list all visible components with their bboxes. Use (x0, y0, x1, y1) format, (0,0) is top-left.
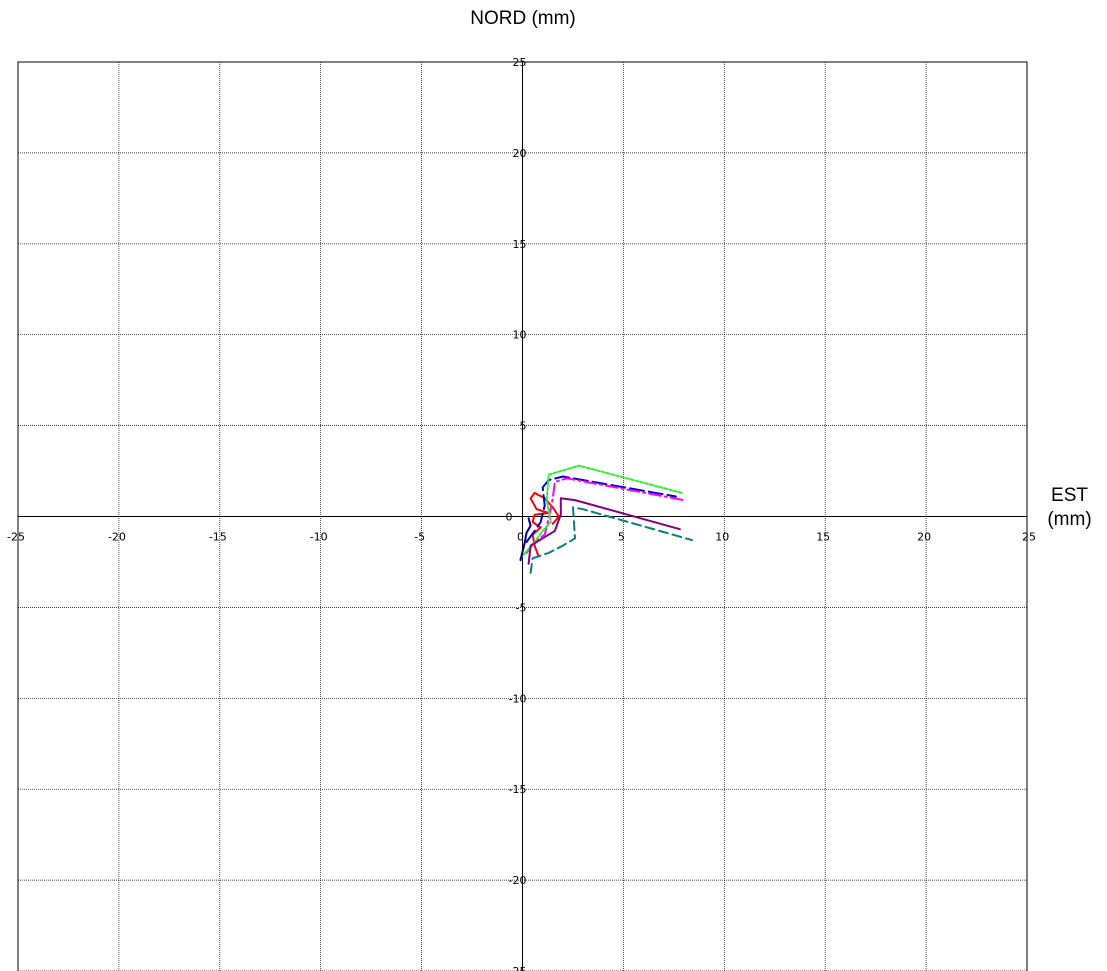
y-tick-label: -20 (509, 874, 527, 887)
y-tick-label: 25 (513, 56, 527, 69)
series-line-5 (527, 497, 681, 565)
y-tick-label: 20 (513, 147, 527, 160)
y-tick-label: -25 (509, 965, 527, 971)
x-tick-label: -10 (310, 531, 328, 544)
x-tick-label: 5 (618, 531, 625, 544)
y-axis-title: NORD (mm) (470, 8, 576, 29)
series-line-2 (525, 475, 677, 543)
y-tick-label: -5 (516, 601, 527, 614)
series-group (519, 464, 693, 574)
x-tick-label: -20 (108, 531, 126, 544)
x-axis-title-line-2: (mm) (1047, 509, 1092, 530)
x-tick-label: -5 (414, 531, 425, 544)
axes (17, 61, 1028, 971)
x-tick-label: 0 (517, 531, 524, 544)
y-tick-label: -15 (509, 783, 527, 796)
x-axis-title-line-1: EST (1051, 485, 1088, 506)
y-tick-label: 15 (513, 238, 527, 251)
x-tick-label: 10 (715, 531, 729, 544)
x-tick-label: -25 (7, 531, 25, 544)
tick-labels: -25 -20 -15 -10 -5 0 5 10 15 20 25 -25 -20 -15 -10 -5 0 5… (7, 56, 1036, 971)
y-tick-label: 5 (520, 420, 527, 433)
x-tick-label: 25 (1022, 531, 1036, 544)
y-tick-label: 10 (513, 329, 527, 342)
x-tick-label: 20 (917, 531, 931, 544)
series-line-4 (519, 464, 683, 560)
x-tick-label: 15 (816, 531, 830, 544)
x-axis-title: EST (mm) (1032, 484, 1107, 532)
y-tick-label: -10 (509, 692, 527, 705)
series-line-7 (519, 517, 532, 562)
y-tick-label: 0 (506, 511, 513, 524)
series-line-6 (529, 506, 693, 574)
x-tick-label: -15 (209, 531, 227, 544)
